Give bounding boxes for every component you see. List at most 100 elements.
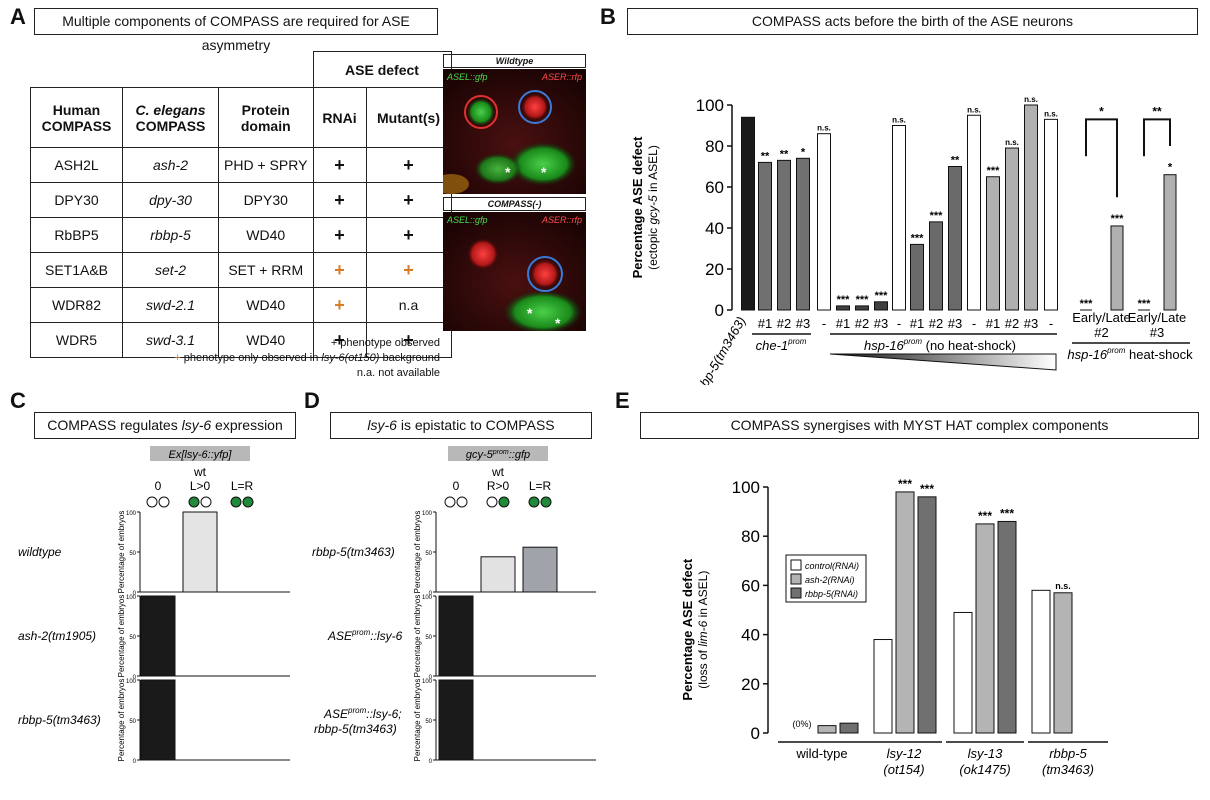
cell-mutant: n.a [365, 287, 452, 323]
small-bar [140, 679, 176, 761]
e-y-tick-label: 60 [741, 576, 760, 595]
b-bar [1110, 225, 1124, 311]
b-sig-label: *** [930, 210, 944, 222]
b-x-label: - [897, 316, 901, 331]
b-bar [777, 159, 791, 311]
b-sig-label: *** [856, 294, 870, 306]
e-bar [817, 725, 837, 734]
b-x-label: Early/Late [1128, 310, 1187, 325]
row-label: rbbp-5(tm3463) [314, 722, 397, 736]
b-sig-label: n.s. [1005, 138, 1019, 147]
small-y-tick-label: 100 [126, 511, 137, 517]
e-legend-swatch [790, 573, 802, 585]
b-y-label-2: (ectopic gcy-5 in ASEL) [646, 145, 660, 270]
b-sig-label: * [1168, 162, 1173, 174]
cell-human: WDR82 [30, 287, 123, 323]
empty-dot-icon [444, 496, 456, 508]
e-group-label: (ok1475) [959, 762, 1010, 777]
e-bar [975, 523, 995, 734]
small-y-tick-label: 50 [129, 551, 136, 557]
b-x-label: #3 [796, 316, 810, 331]
e-legend: control(RNAi) ash-2(RNAi) rbbp-5(RNAi) [785, 554, 867, 603]
b-bar [929, 221, 943, 311]
small-y-tick-label: 100 [422, 511, 433, 517]
micro-bottom-right-label: ASER::rfp [541, 215, 582, 225]
b-bracket [1085, 118, 1118, 198]
empty-dot-icon [486, 496, 498, 508]
small-bar [480, 556, 516, 593]
header-domain: Protein domain [218, 87, 314, 148]
table-notes: + phenotype observed + phenotype only ob… [160, 336, 440, 381]
b-x-label: #2 [1005, 316, 1019, 331]
b-sig-label: ** [780, 148, 789, 160]
b-bar [874, 301, 888, 311]
panel-d-title: lsy-6 is epistatic to COMPASS [330, 412, 592, 439]
e-group-label: wild-type [795, 746, 847, 761]
e-legend-swatch [790, 587, 802, 599]
panel-e-letter: E [615, 388, 630, 413]
cell-human: WDR5 [30, 322, 123, 358]
row-label: ASEprom::lsy-6; [323, 706, 402, 721]
e-y-tick-label: 20 [741, 675, 760, 694]
b-group-che1: che-1prom [756, 337, 807, 353]
b-y-tick-label: 40 [705, 219, 724, 238]
b-sig-label: *** [1138, 298, 1152, 310]
panel-d-letter: D [304, 388, 320, 413]
b-gradient-wedge [829, 353, 1057, 371]
b-x-label: #1 [910, 316, 924, 331]
aser-circle-2 [527, 256, 563, 292]
aser-circle [518, 90, 552, 124]
category-label: R>0 [487, 479, 510, 493]
panel-c-letter: C [10, 388, 26, 413]
b-sig-label: * [801, 146, 806, 158]
b-sig-label: n.s. [967, 105, 981, 114]
b-bar [1044, 118, 1058, 311]
e-group-label: rbbp-5 [1049, 746, 1087, 761]
e-legend-label: control(RNAi) [805, 561, 859, 571]
e-bar [1031, 589, 1051, 734]
table-row: SET1A&B set-2 SET + RRM + + [30, 252, 452, 288]
cell-domain: WD40 [218, 287, 314, 323]
chart-e: 0 20 40 60 80 100 Percentage ASE defect (loss o… [680, 477, 1108, 777]
b-sig-label: n.s. [892, 116, 906, 125]
filled-dot-icon [498, 496, 510, 508]
e-legend-label: rbbp-5(RNAi) [805, 589, 858, 599]
panel-c-title: COMPASS regulates lsy-6 expression [34, 412, 296, 439]
small-y-tick-label: 50 [129, 635, 136, 641]
b-sig-label: n.s. [1044, 109, 1058, 118]
e-group-label: (tm3463) [1042, 762, 1094, 777]
e-bar [873, 639, 893, 734]
b-y-tick-label: 60 [705, 178, 724, 197]
small-y-label: Percentage of embryos [117, 511, 126, 594]
b-bar [892, 125, 906, 311]
e-sig-label: n.s. [1055, 581, 1071, 591]
cell-rnai: + [312, 182, 367, 218]
table-row: ASH2L ash-2 PHD + SPRY + + [30, 147, 452, 183]
small-y-tick-label: 0 [429, 591, 433, 597]
small-y-tick-label: 100 [422, 679, 433, 685]
micro-bottom-left-label: ASEL::gfp [447, 215, 488, 225]
b-bracket-sig: * [1099, 104, 1104, 118]
cell-domain: PHD + SPRY [218, 147, 314, 183]
table-row: WDR82 swd-2.1 WD40 + n.a [30, 287, 452, 323]
e-bar [953, 611, 973, 734]
b-x-label: #1 [758, 316, 772, 331]
small-y-tick-label: 0 [429, 675, 433, 681]
cell-rnai: + [312, 252, 367, 288]
b-x-label: #3 [874, 316, 888, 331]
b-y-tick-label: 80 [705, 137, 724, 156]
small-y-tick-label: 50 [425, 551, 432, 557]
b-bar [948, 166, 962, 311]
small-y-label: Percentage of embryos [117, 595, 126, 678]
e-legend-swatch [790, 559, 802, 571]
cell-celegans: ash-2 [122, 147, 219, 183]
small-y-tick-label: 100 [126, 679, 137, 685]
cell-celegans: swd-3.1 [122, 322, 219, 358]
e-y-label-2: (loss of lim-6 in ASEL) [696, 571, 710, 689]
b-y-tick-label: 100 [696, 96, 724, 115]
b-sig-label: *** [987, 165, 1001, 177]
cell-domain: DPY30 [218, 182, 314, 218]
b-bar [796, 157, 810, 311]
b-sig-label: *** [911, 232, 925, 244]
